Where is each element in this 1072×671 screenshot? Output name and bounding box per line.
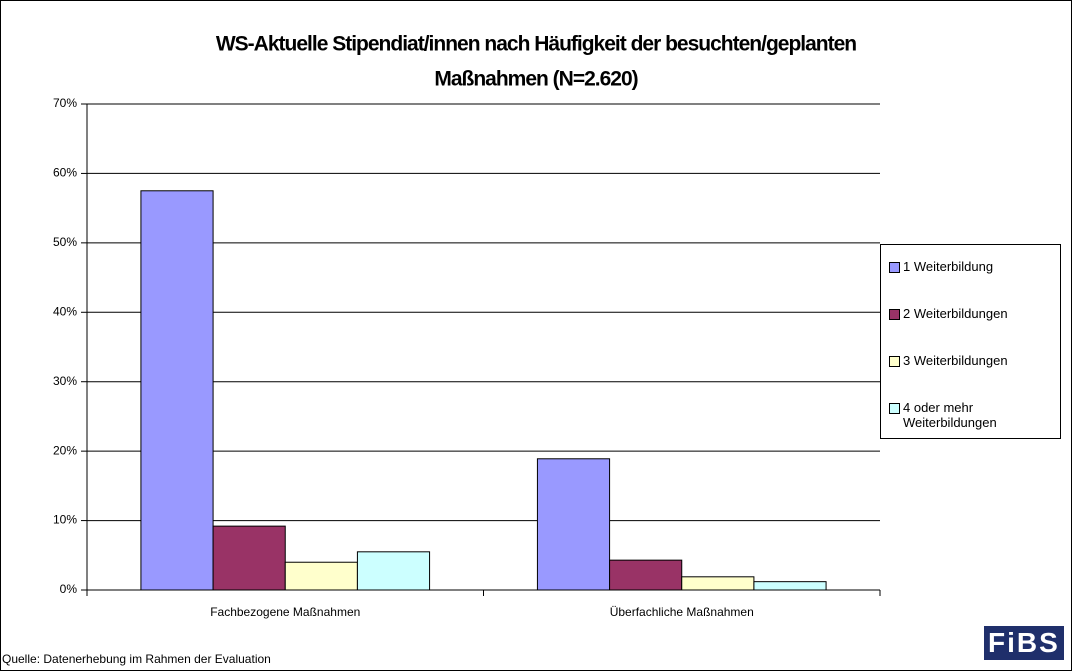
y-tick-label: 60% (53, 166, 77, 180)
y-tick-label: 0% (60, 582, 78, 596)
y-tick-label: 50% (53, 235, 77, 249)
legend-label: 3 Weiterbildungen (903, 353, 1008, 368)
y-tick-label: 20% (53, 443, 77, 457)
source-note: Quelle: Datenerhebung im Rahmen der Eval… (2, 652, 271, 666)
legend-item: 3 Weiterbildungen (889, 353, 1057, 368)
legend: 1 Weiterbildung 2 Weiterbildungen 3 Weiter… (880, 244, 1061, 439)
legend-swatch (889, 403, 900, 414)
y-tick-label: 40% (53, 304, 77, 318)
bar (356, 551, 431, 591)
legend-item: 4 oder mehr Weiterbildungen (889, 400, 1057, 430)
y-tick-label: 70% (53, 96, 77, 110)
chart-title: Maßnahmen (N=2.620) (434, 68, 637, 91)
legend-swatch (889, 356, 900, 367)
legend-swatch (889, 309, 900, 320)
logo: FiBS (984, 626, 1064, 660)
bar (609, 559, 683, 591)
x-tick-label: Fachbezogene Maßnahmen (210, 605, 360, 619)
bar (536, 458, 611, 591)
legend-label: 1 Weiterbildung (903, 259, 994, 274)
bar (140, 190, 214, 591)
x-tick-label: Überfachliche Maßnahmen (610, 605, 754, 619)
bar (284, 561, 358, 591)
bar (681, 576, 755, 591)
y-tick-label: 10% (53, 513, 77, 527)
bar (753, 581, 827, 591)
bar (212, 525, 286, 591)
legend-label: 2 Weiterbildungen (903, 306, 1008, 321)
y-tick-label: 30% (53, 374, 77, 388)
legend-item: 2 Weiterbildungen (889, 306, 1057, 321)
chart-title: WS-Aktuelle Stipendiat/innen nach Häufig… (216, 33, 856, 56)
legend-swatch (889, 262, 900, 273)
legend-item: 1 Weiterbildung (889, 259, 1057, 274)
legend-label: 4 oder mehr Weiterbildungen (903, 400, 997, 430)
